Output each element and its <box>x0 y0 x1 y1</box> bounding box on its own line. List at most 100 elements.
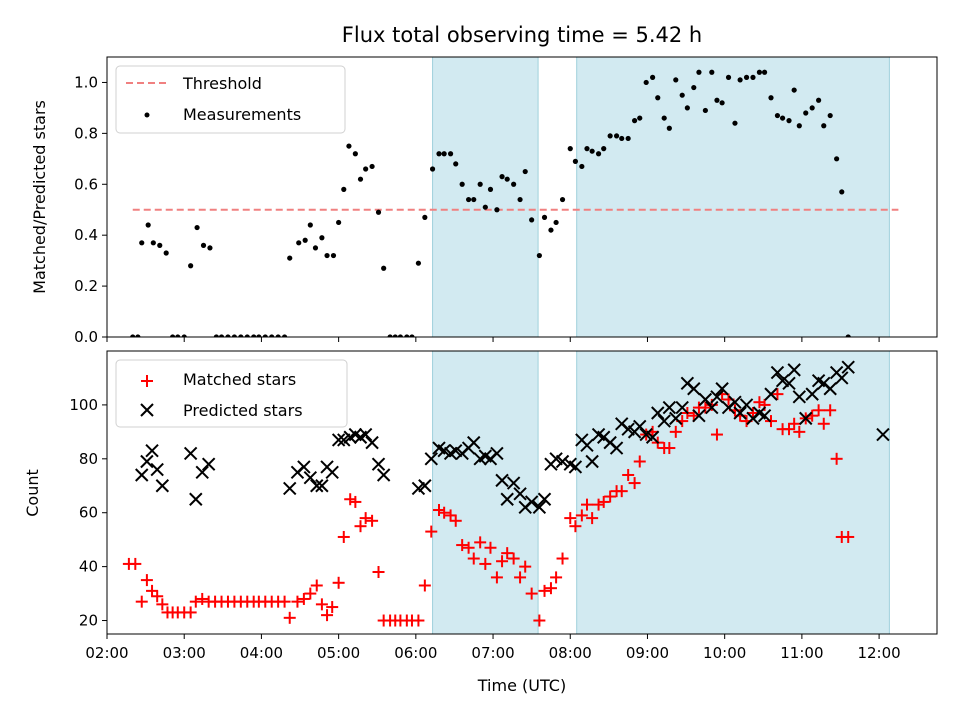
predicted-point <box>662 400 677 415</box>
measurement-point <box>302 237 308 243</box>
matched-point <box>189 595 202 608</box>
measurement-point <box>251 334 257 337</box>
bottom-panel: 20 40 60 80 100 02:00 03:00 04:00 05:00 06:00 07:… <box>23 350 938 695</box>
predicted-point <box>201 457 216 471</box>
y-tick-label: 40 <box>79 558 98 576</box>
measurement-point <box>281 334 288 337</box>
matched-point <box>550 571 563 584</box>
measurement-point <box>238 334 244 337</box>
measurement-point <box>761 69 768 75</box>
predicted-point <box>537 492 552 506</box>
legend-measurements-swatch <box>144 112 150 118</box>
measurement-point <box>684 105 690 111</box>
measurement-point <box>589 148 595 154</box>
matched-point <box>412 614 425 627</box>
predicted-point <box>524 495 539 509</box>
measurement-point <box>231 334 237 337</box>
measurement-point <box>725 74 732 80</box>
matched-point <box>710 428 723 441</box>
measurement-point <box>572 158 579 164</box>
matched-point <box>490 571 503 584</box>
measurement-point <box>459 181 465 187</box>
matched-point <box>501 547 514 560</box>
measurement-point <box>637 115 643 121</box>
y-tick-label: 0.4 <box>74 226 98 244</box>
predicted-point <box>358 427 373 442</box>
matched-point <box>337 530 350 543</box>
measurement-point <box>324 252 330 259</box>
predicted-point <box>792 390 807 404</box>
measurement-point <box>392 334 398 337</box>
predicted-point <box>657 414 671 428</box>
measurement-point <box>821 123 827 129</box>
measurement-point <box>768 95 774 101</box>
bottom-y-ticks: 20 40 60 80 100 <box>69 396 107 630</box>
predicted-point <box>424 452 438 466</box>
measurement-point <box>336 219 342 226</box>
predicted-point <box>506 476 521 490</box>
matched-point <box>444 509 457 522</box>
measurement-point <box>613 133 620 139</box>
measurement-point <box>139 240 145 246</box>
x-tick-label: 06:00 <box>394 644 437 662</box>
predicted-point <box>150 462 164 477</box>
measurement-point <box>244 334 250 337</box>
measurement-point <box>607 133 613 139</box>
predicted-point <box>770 365 785 380</box>
measurement-point <box>743 74 750 80</box>
x-tick-label: 04:00 <box>240 644 283 662</box>
matched-point <box>462 541 475 554</box>
measurement-point <box>774 112 781 119</box>
measurement-point <box>732 120 738 126</box>
predicted-point <box>183 446 198 461</box>
measurement-point <box>436 151 442 157</box>
matched-point <box>817 417 830 430</box>
measurement-point <box>650 74 656 80</box>
top-legend-box <box>115 65 346 134</box>
measurement-point <box>834 156 840 162</box>
measurement-point <box>357 176 364 182</box>
predicted-point <box>585 454 599 469</box>
measurement-point <box>404 334 410 337</box>
y-tick-label: 60 <box>79 504 98 522</box>
x-tick-label: 08:00 <box>549 644 592 662</box>
predicted-point <box>555 454 570 469</box>
matched-point <box>575 509 588 522</box>
measurement-point <box>307 222 313 228</box>
top-legend: Threshold Measurements <box>115 65 346 134</box>
measurement-point <box>517 196 523 203</box>
measurement-point <box>363 166 369 172</box>
matched-point <box>633 455 646 468</box>
predicted-point <box>757 408 772 423</box>
measurement-point <box>194 224 200 231</box>
predicted-point <box>687 382 701 396</box>
measurement-point <box>441 151 447 157</box>
predicted-point <box>645 430 660 444</box>
predicted-point <box>297 460 311 474</box>
measurement-point <box>553 219 559 226</box>
predicted-point <box>145 444 159 458</box>
legend-threshold-label: Threshold <box>182 74 262 93</box>
measurement-point <box>330 252 337 259</box>
predicted-point <box>823 382 837 396</box>
matched-point <box>519 560 532 573</box>
measurement-point <box>827 112 833 119</box>
measurement-point <box>661 115 667 121</box>
matched-point <box>484 541 497 554</box>
matched-point <box>151 590 164 603</box>
predicted-point <box>580 438 594 453</box>
measurement-point <box>163 250 169 256</box>
measurement-point <box>381 265 387 271</box>
matched-point <box>628 477 641 490</box>
matched-point <box>129 557 142 570</box>
matched-point <box>586 512 599 525</box>
x-tick-label: 10:00 <box>703 644 746 662</box>
measurement-point <box>341 186 347 192</box>
predicted-point <box>155 479 170 493</box>
predicted-point <box>835 371 849 385</box>
predicted-point <box>692 408 706 423</box>
bottom-axes-frame <box>106 350 938 635</box>
predicted-point <box>764 387 778 401</box>
y-tick-label: 0.6 <box>74 175 98 193</box>
matched-point <box>156 598 169 611</box>
